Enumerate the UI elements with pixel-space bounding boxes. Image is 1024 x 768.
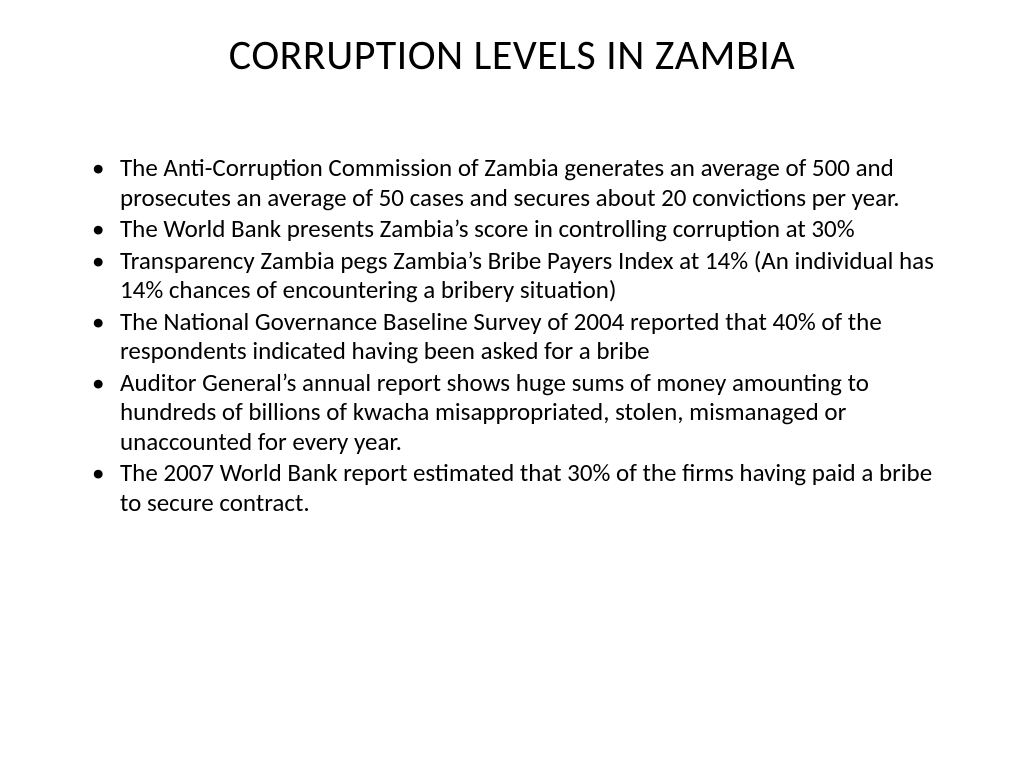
bullet-item: Transparency Zambia pegs Zambia’s Bribe … (92, 246, 954, 305)
slide-title: CORRUPTION LEVELS IN ZAMBIA (70, 30, 954, 81)
bullet-item: The 2007 World Bank report estimated tha… (92, 458, 954, 517)
bullet-item: The World Bank presents Zambia’s score i… (92, 214, 954, 244)
bullet-item: The Anti-Corruption Commission of Zambia… (92, 153, 954, 212)
bullet-item: The National Governance Baseline Survey … (92, 307, 954, 366)
slide-body: The Anti-Corruption Commission of Zambia… (70, 153, 954, 517)
bullet-item: Auditor General’s annual report shows hu… (92, 368, 954, 457)
bullet-list: The Anti-Corruption Commission of Zambia… (92, 153, 954, 517)
